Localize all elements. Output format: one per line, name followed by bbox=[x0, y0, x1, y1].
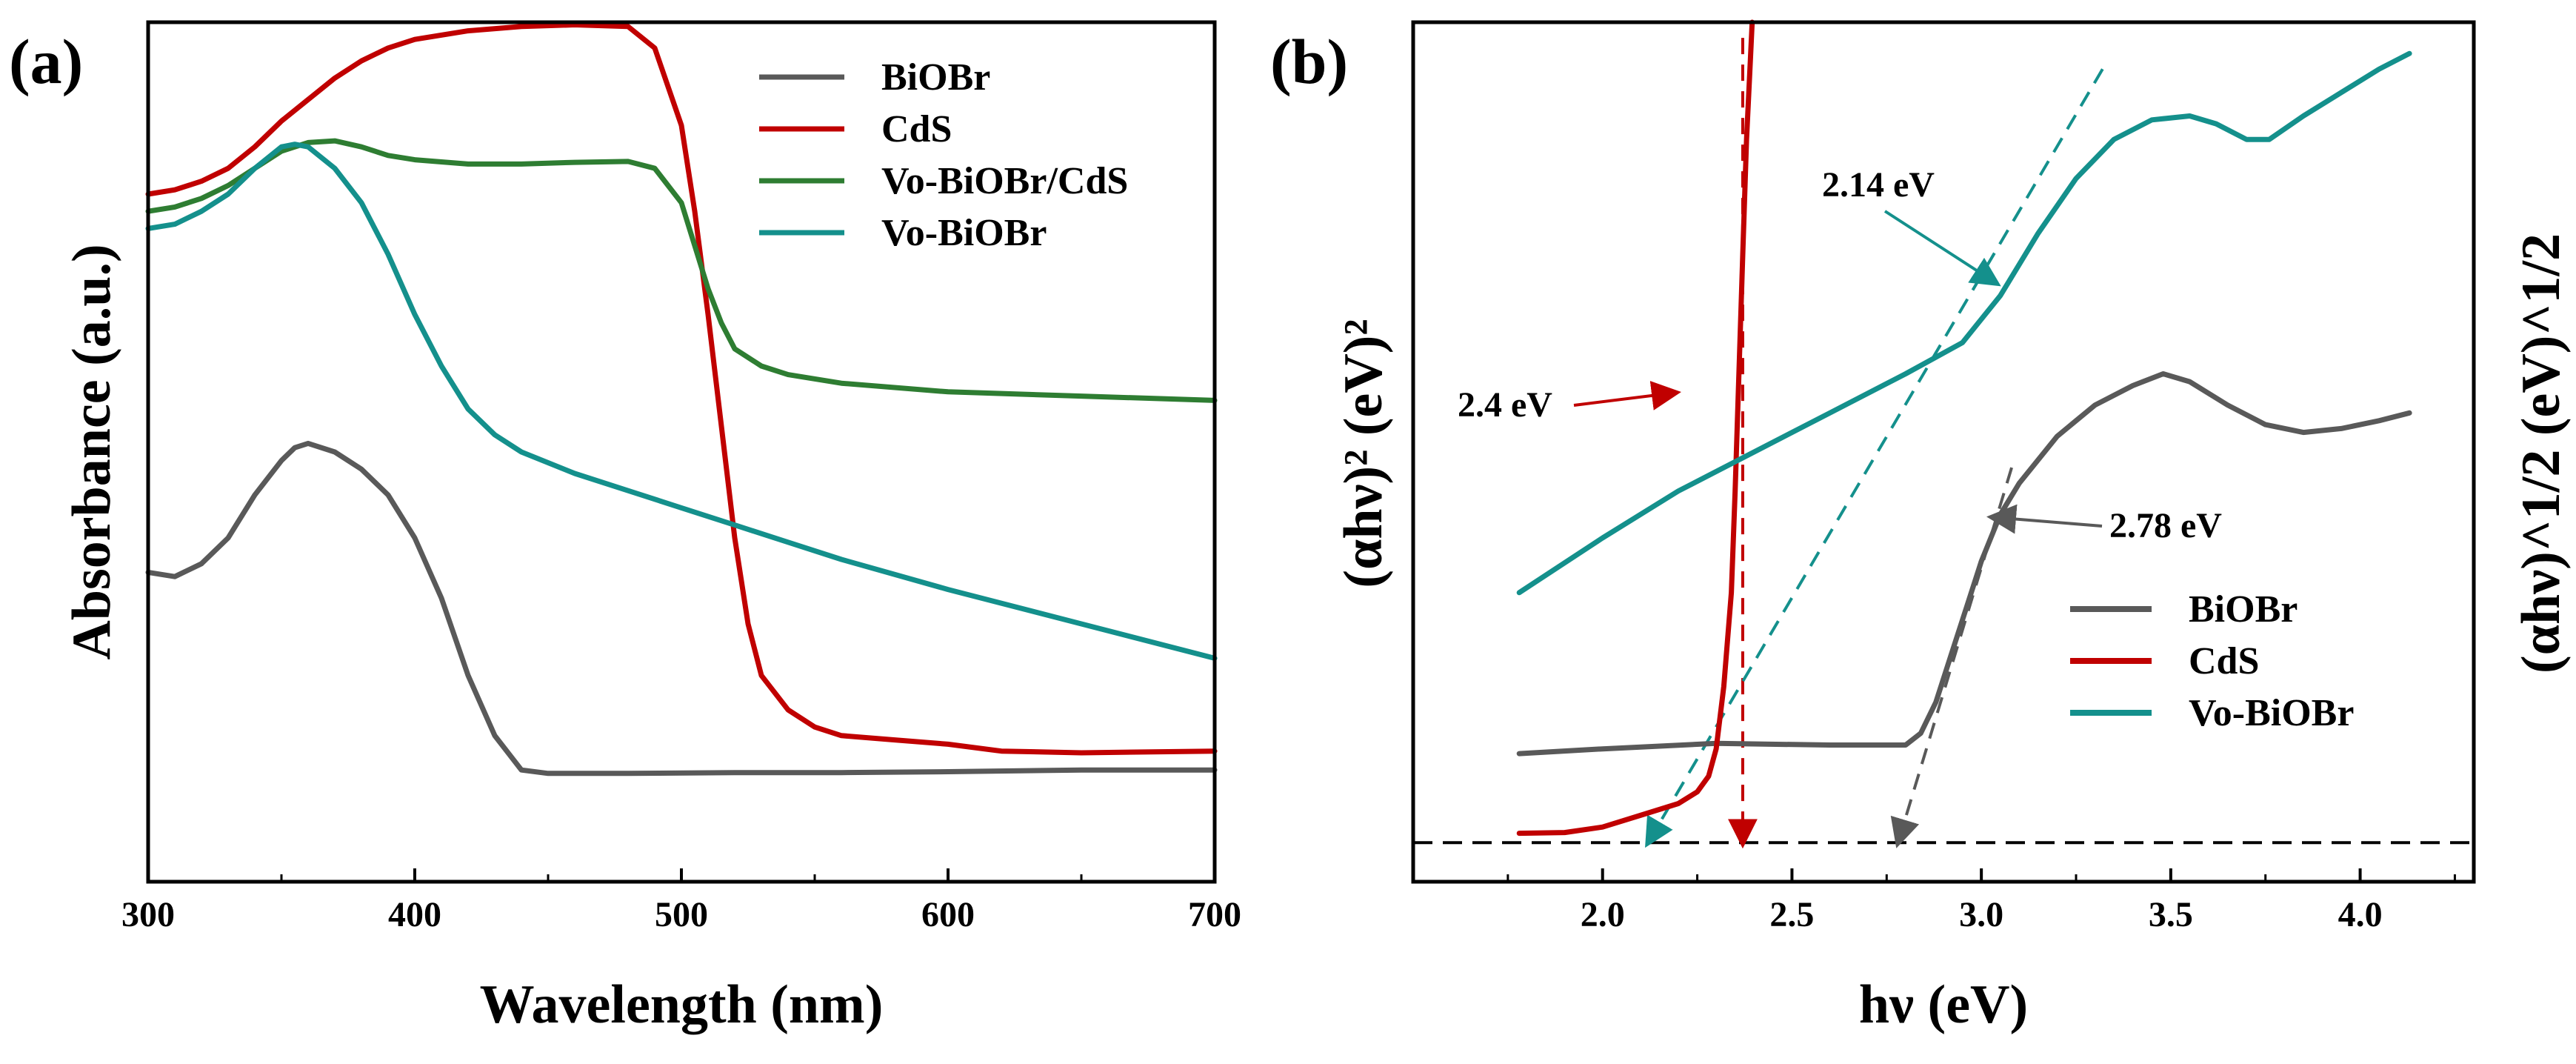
legend-b-label-cds: CdS bbox=[2189, 640, 2259, 682]
panel-a: (a) 300 400 500 600 700 Wavelength (nm) Abso… bbox=[9, 20, 1241, 1035]
panel-b: (b) 2.0 2.5 3.0 3.5 4.0 hν (eV) (αhν)² (eV)²… bbox=[1270, 19, 2572, 1035]
series-b-biobr bbox=[1516, 371, 2412, 757]
annotation-arrow-cds bbox=[1573, 381, 1681, 410]
a-xtick-label: 300 bbox=[121, 895, 175, 934]
legend-a-label-vo-biobr: Vo-BiOBr bbox=[881, 212, 1047, 254]
a-xtick-label: 500 bbox=[655, 895, 708, 934]
panel-a-legend: BiOBr CdS Vo-BiOBr/CdS Vo-BiOBr bbox=[759, 56, 1128, 254]
annotation-label-vo-biobr: 2.14 eV bbox=[1822, 165, 1935, 205]
b-xtick-label: 3.5 bbox=[2149, 895, 2193, 934]
panel-b-fit-lines bbox=[1645, 38, 2104, 849]
a-xtick-label: 600 bbox=[921, 895, 975, 934]
legend-a-label-biobr: BiOBr bbox=[881, 56, 990, 99]
series-b-vo-biobr bbox=[1516, 50, 2412, 596]
panel-b-y-label-left-text: (αhν)² (eV)² bbox=[1333, 319, 1394, 588]
panel-b-label: (b) bbox=[1270, 26, 1348, 97]
legend-a-label-vo-biobr-cds: Vo-BiOBr/CdS bbox=[881, 160, 1128, 202]
panel-b-legend: BiOBr CdS Vo-BiOBr bbox=[2070, 588, 2354, 734]
annotation-label-cds: 2.4 eV bbox=[1458, 385, 1552, 425]
panel-b-x-label: hν (eV) bbox=[1859, 974, 2028, 1035]
annotation-arrow-biobr bbox=[1986, 504, 2103, 534]
panel-a-x-label: Wavelength (nm) bbox=[480, 974, 884, 1035]
panel-b-y-label-left: (αhν)² (eV)² bbox=[1333, 319, 1394, 588]
b-xtick-label: 2.5 bbox=[1769, 895, 1814, 934]
a-xtick-label: 700 bbox=[1188, 895, 1241, 934]
annotation-label-biobr: 2.78 eV bbox=[2109, 506, 2222, 545]
series-a-vo-biobr bbox=[145, 142, 1218, 661]
panel-b-y-label-right: (αhν)^1/2 (eV)^1/2 bbox=[2511, 233, 2572, 674]
panel-b-series bbox=[1516, 19, 2412, 837]
panel-b-y-label-right-text: (αhν)^1/2 (eV)^1/2 bbox=[2511, 233, 2572, 674]
b-xtick-label: 3.0 bbox=[1959, 895, 2003, 934]
panel-a-x-axis: 300 400 500 600 700 bbox=[121, 868, 1241, 934]
series-b-cds bbox=[1516, 19, 1755, 837]
b-xtick-label: 2.0 bbox=[1581, 895, 1625, 934]
a-xtick-label: 400 bbox=[388, 895, 441, 934]
panel-a-y-label: Absorbance (a.u.) bbox=[61, 244, 122, 659]
panel-a-label: (a) bbox=[9, 26, 83, 97]
b-xtick-label: 4.0 bbox=[2338, 895, 2383, 934]
legend-b-label-vo-biobr: Vo-BiOBr bbox=[2189, 692, 2354, 734]
fit-line-vo-biobr bbox=[1645, 68, 2104, 848]
panel-b-x-axis: 2.0 2.5 3.0 3.5 4.0 bbox=[1506, 868, 2456, 934]
panel-b-frame bbox=[1411, 20, 2476, 884]
legend-b-label-biobr: BiOBr bbox=[2189, 588, 2298, 631]
panel-b-annotations: 2.14 eV 2.4 eV 2.78 eV bbox=[1458, 165, 2222, 545]
panel-a-series bbox=[145, 22, 1218, 777]
series-a-biobr bbox=[145, 440, 1218, 777]
legend-a-label-cds: CdS bbox=[881, 108, 952, 150]
annotation-arrow-vo-biobr bbox=[1883, 210, 2001, 287]
series-a-cds bbox=[145, 22, 1218, 756]
